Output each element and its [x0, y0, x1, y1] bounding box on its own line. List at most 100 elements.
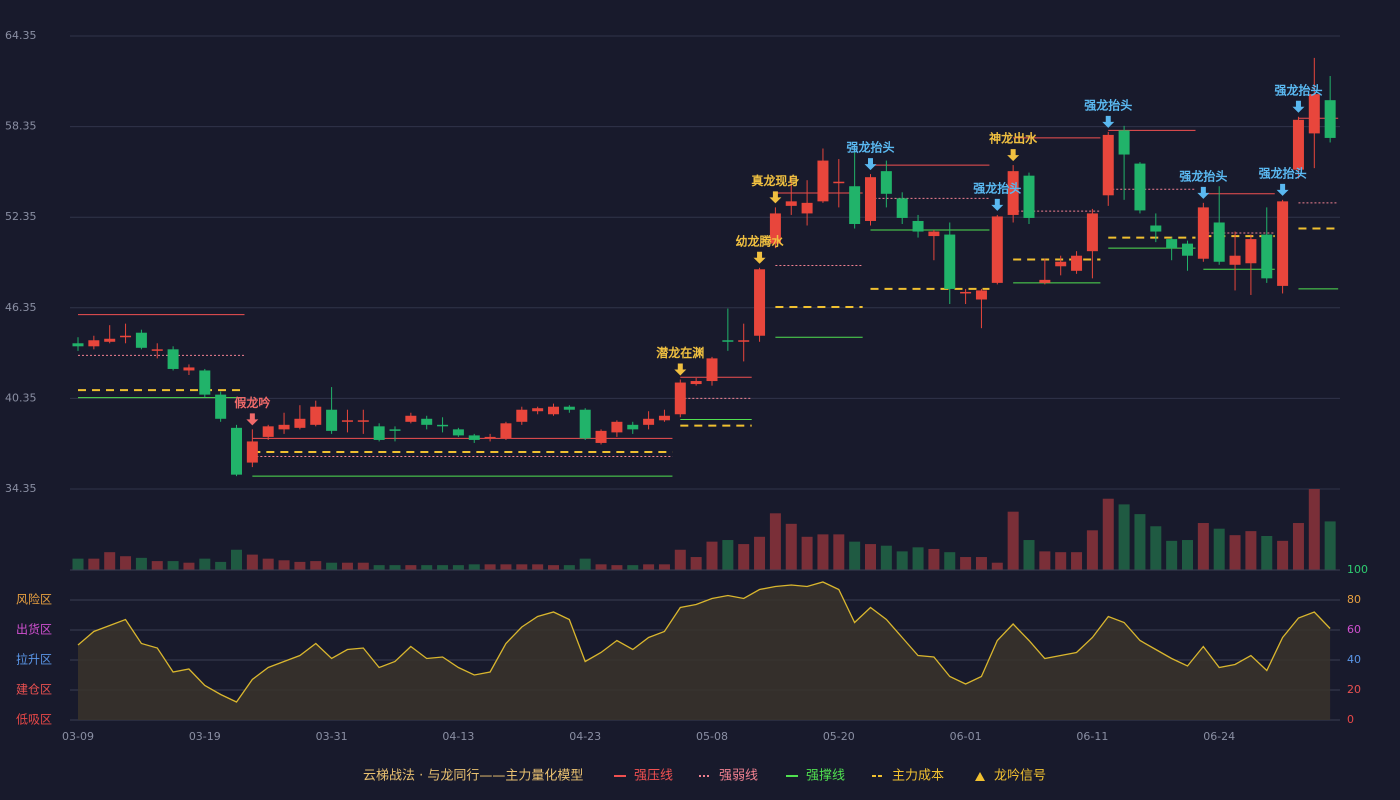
volume-bar	[532, 564, 544, 570]
y-tick-label: 40.35	[5, 391, 37, 404]
candle-body	[548, 406, 559, 415]
indicator-area	[78, 582, 1331, 720]
candle-body	[1071, 255, 1083, 271]
volume-bar	[1245, 531, 1257, 570]
candle-body	[991, 216, 1003, 283]
volume-bar	[1134, 514, 1146, 570]
volume-bar	[484, 564, 496, 570]
signal-arrow	[1197, 186, 1210, 199]
volume-bar	[1055, 552, 1067, 570]
volume-bar	[167, 561, 179, 570]
volume-bar	[563, 565, 575, 570]
candle-body	[1324, 100, 1336, 138]
zone-label: 风险区	[16, 592, 52, 607]
candle-body	[643, 418, 655, 425]
signal-label: 强龙抬头	[1084, 97, 1132, 112]
volume-bar	[880, 545, 892, 570]
y2-tick-label: 60	[1347, 623, 1361, 636]
volume-bar	[341, 562, 353, 570]
volume-bar	[1039, 551, 1051, 570]
candle-body	[1213, 222, 1225, 262]
candle-body	[135, 332, 147, 348]
x-tick-label: 03-09	[62, 730, 94, 743]
volume-bar	[437, 565, 449, 570]
volume-bar	[310, 561, 322, 570]
volume-bar	[817, 534, 829, 570]
candle-body	[452, 429, 464, 436]
candle-body	[722, 340, 734, 342]
candle-body	[769, 213, 781, 244]
volume-bar	[627, 565, 639, 570]
volume-bar	[1261, 535, 1273, 570]
candle-body	[1086, 213, 1098, 252]
signal-label: 潜龙在渊	[656, 345, 704, 360]
candle-body	[120, 335, 132, 338]
volume-bar	[722, 540, 734, 570]
candle-body	[373, 426, 385, 440]
signal-label: 强龙抬头	[1274, 82, 1322, 97]
candle-body	[960, 291, 972, 294]
candle-body	[849, 186, 861, 224]
volume-bar	[738, 544, 750, 570]
candle-body	[167, 349, 179, 369]
volume-bar	[579, 558, 591, 570]
volume-bar	[326, 562, 338, 570]
volume-bar	[1150, 526, 1162, 570]
candle-body	[1039, 279, 1051, 283]
candle-body	[421, 418, 433, 425]
candle-body	[532, 408, 544, 412]
candle-body	[1261, 234, 1273, 279]
volume-bar	[88, 558, 100, 570]
volume-bar	[452, 565, 464, 570]
legend-label: 强弱线	[719, 769, 758, 784]
x-tick-label: 03-19	[189, 730, 221, 743]
signal-arrow	[769, 191, 782, 204]
volume-bar	[1213, 528, 1225, 570]
volume-bar	[944, 552, 956, 570]
candle-body	[88, 340, 100, 347]
y-tick-label: 52.35	[5, 210, 37, 223]
x-tick-label: 03-31	[316, 730, 348, 743]
volume-bar	[991, 562, 1003, 570]
candle-body	[405, 415, 417, 422]
candle-body	[690, 381, 702, 385]
signal-arrow	[864, 158, 877, 171]
zone-label: 建仓区	[16, 683, 52, 697]
volume-bar	[500, 564, 512, 570]
y-tick-label: 34.35	[5, 482, 37, 495]
zone-label: 低吸区	[16, 713, 52, 727]
candle-body	[294, 418, 306, 428]
candle-body	[151, 349, 163, 351]
candle-body	[1197, 207, 1209, 259]
volume-bar	[135, 557, 147, 570]
signal-label: 强龙抬头	[846, 140, 894, 155]
candle-body	[231, 427, 242, 475]
candle-body	[674, 382, 686, 415]
volume-bar	[1197, 523, 1209, 570]
volume-bar	[611, 565, 623, 570]
volume-bar	[516, 564, 528, 570]
y-tick-label: 58.35	[5, 120, 37, 133]
indicator-line	[77, 581, 1331, 703]
legend-label: 强撑线	[806, 769, 845, 784]
volume-bar	[1118, 504, 1130, 570]
candle-body	[341, 420, 353, 422]
candle-body	[833, 181, 845, 184]
volume-bar	[1071, 552, 1083, 570]
volume-bar	[1292, 523, 1304, 570]
volume-bar	[183, 562, 195, 570]
volume-bar	[1166, 540, 1178, 570]
candle-body	[563, 406, 575, 410]
volume-bar	[674, 549, 686, 570]
volume-bar	[865, 544, 876, 570]
signal-arrow	[246, 413, 259, 426]
candle-body	[754, 269, 766, 336]
signal-arrow	[674, 363, 687, 376]
signal-label: 强龙抬头	[1259, 165, 1307, 180]
candle-body	[817, 160, 829, 202]
volume-bar	[1277, 540, 1289, 570]
signal-arrow	[1292, 100, 1305, 113]
volume-bar	[104, 552, 116, 570]
candle-body	[1118, 130, 1130, 155]
volume-bar	[643, 564, 655, 570]
